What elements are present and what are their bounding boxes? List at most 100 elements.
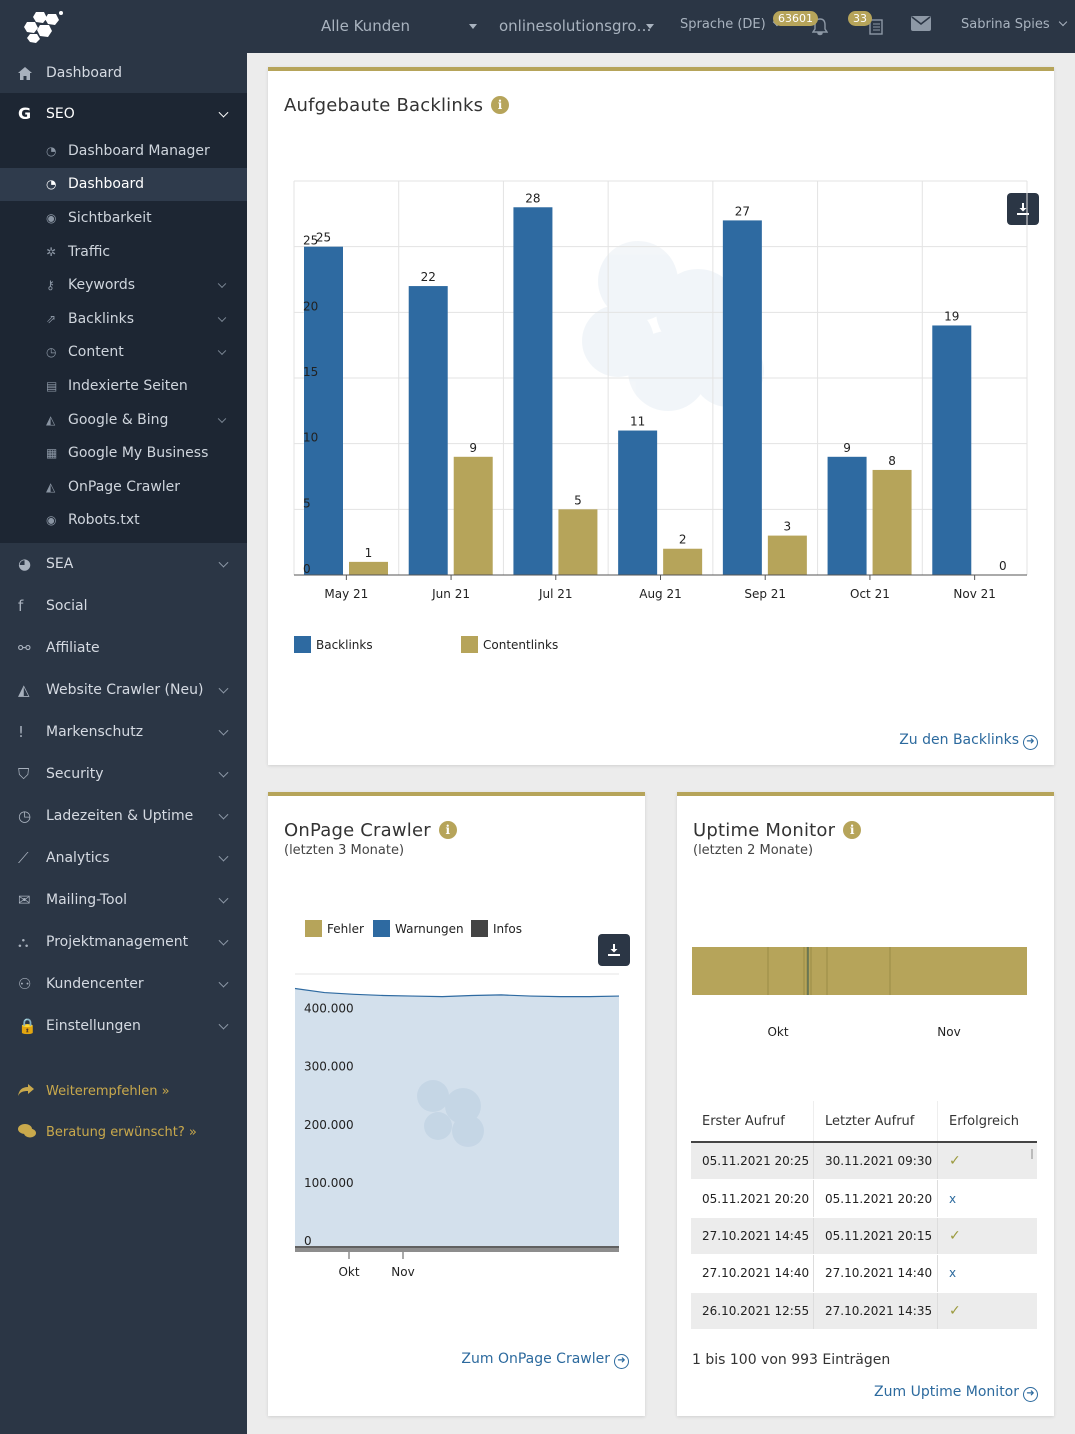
uptime-bar[interactable] xyxy=(692,947,1027,995)
legend-swatch xyxy=(373,920,390,937)
sidebar-item-google-my-business[interactable]: ▦ Google My Business xyxy=(0,436,247,470)
bar-backlinks-5[interactable] xyxy=(827,456,867,575)
sidebar-item-keywords[interactable]: ⚷ Keywords xyxy=(0,268,247,302)
nav-website-crawler-neu-[interactable]: ◭ Website Crawler (Neu) xyxy=(0,669,247,711)
nav-kundencenter[interactable]: ⚇ Kundencenter xyxy=(0,963,247,1005)
col-first-call[interactable]: Erster Aufruf xyxy=(691,1101,814,1141)
nav-analytics[interactable]: ⟋ Analytics xyxy=(0,837,247,879)
sidebar-item-indexierte-seiten[interactable]: ▤ Indexierte Seiten xyxy=(0,369,247,403)
data-label: 28 xyxy=(525,191,540,205)
nav-security[interactable]: ⛉ Security xyxy=(0,753,247,795)
nav-mailing-tool[interactable]: ✉ Mailing-Tool xyxy=(0,879,247,921)
bar-backlinks-0[interactable] xyxy=(304,246,343,575)
nav-ladezeiten-uptime[interactable]: ◷ Ladezeiten & Uptime xyxy=(0,795,247,837)
col-success[interactable]: Erfolgreich xyxy=(949,1113,1020,1129)
sidebar-item-label: Google & Bing xyxy=(68,411,169,428)
legend-label[interactable]: Warnungen xyxy=(395,922,464,936)
table-cell: ✓ xyxy=(949,1302,961,1319)
download-chart-button[interactable] xyxy=(598,934,630,966)
nav-label: Security xyxy=(46,766,104,783)
nav-markenschutz[interactable]: ! Markenschutz xyxy=(0,711,247,753)
onpage-card-title: OnPage Crawler i xyxy=(284,820,457,841)
bar-contentlinks-0[interactable] xyxy=(349,561,388,575)
sidebar-item-google-bing[interactable]: ◭ Google & Bing xyxy=(0,403,247,437)
arrow-circle-right-icon: ➜ xyxy=(1023,1387,1038,1402)
backlinks-link[interactable]: Zu den Backlinks ➜ xyxy=(899,732,1038,750)
user-menu[interactable]: Sabrina Spies xyxy=(961,17,1068,32)
legend-label[interactable]: Infos xyxy=(493,922,522,936)
project-select[interactable]: onlinesolutionsgro… xyxy=(499,17,654,35)
info-icon[interactable]: i xyxy=(438,821,457,839)
caret-down-icon xyxy=(646,24,654,29)
customer-select-value: Alle Kunden xyxy=(321,17,410,35)
area-warnungen[interactable] xyxy=(295,988,619,1247)
download-chart-button[interactable] xyxy=(1007,193,1039,225)
x-tick-label: Okt xyxy=(767,1025,788,1039)
bar-contentlinks-1[interactable] xyxy=(453,456,493,575)
sidebar-item-sichtbarkeit[interactable]: ◉ Sichtbarkeit xyxy=(0,201,247,235)
info-icon[interactable]: i xyxy=(491,96,510,114)
bar-backlinks-6[interactable] xyxy=(932,325,972,575)
sidebar-item-label: Keywords xyxy=(68,277,136,294)
tasks-button[interactable]: 33 xyxy=(848,11,890,40)
sidebar-item-label: Backlinks xyxy=(68,310,135,327)
uptime-link[interactable]: Zum Uptime Monitor ➜ xyxy=(874,1384,1038,1402)
line-chart-icon: ⟋ xyxy=(18,849,29,868)
y-tick-label: 15 xyxy=(303,365,318,379)
chevron-down-icon xyxy=(218,107,229,118)
table-cell: 27.10.2021 14:40 xyxy=(814,1255,938,1292)
legend-label[interactable]: Backlinks xyxy=(316,638,373,652)
col-last-call[interactable]: Letzter Aufruf xyxy=(814,1101,938,1141)
google-icon: G xyxy=(18,104,32,123)
y-tick-label: 0 xyxy=(303,562,311,576)
notifications-button[interactable]: 63601 xyxy=(773,11,833,40)
consulting-link[interactable]: Beratung erwünscht? » xyxy=(0,1112,247,1153)
sidebar-item-content[interactable]: ◷ Content xyxy=(0,336,247,370)
envelope-icon xyxy=(911,16,931,31)
sidebar-item-dashboard-manager[interactable]: ◔ Dashboard Manager xyxy=(0,134,247,168)
nav-affiliate[interactable]: ⚯ Affiliate xyxy=(0,627,247,669)
nav-dashboard[interactable]: Dashboard xyxy=(0,53,247,93)
bar-contentlinks-4[interactable] xyxy=(767,535,807,575)
customer-select[interactable]: Alle Kunden xyxy=(321,17,477,35)
data-label: 2 xyxy=(679,533,687,547)
chevron-down-icon xyxy=(218,809,229,820)
y-tick-label: 0 xyxy=(304,1234,312,1248)
onpage-card: OnPage Crawler i (letzten 3 Monate) Fehle… xyxy=(268,792,645,1416)
sidebar-item-onpage-crawler[interactable]: ◭ OnPage Crawler xyxy=(0,470,247,504)
table-row: 26.10.2021 12:55 27.10.2021 14:35 ✓ xyxy=(691,1292,1037,1330)
watermark-logo xyxy=(417,1080,484,1147)
info-icon[interactable]: i xyxy=(843,821,862,839)
nav-seo[interactable]: G SEO xyxy=(0,93,247,134)
legend-label[interactable]: Contentlinks xyxy=(483,638,558,652)
recommend-link[interactable]: Weiterempfehlen » xyxy=(0,1071,247,1112)
language-select[interactable]: Sprache (DE) xyxy=(680,17,782,32)
bar-contentlinks-2[interactable] xyxy=(558,509,598,575)
nav-projektmanagement[interactable]: ⛬ Projektmanagement xyxy=(0,921,247,963)
bar-backlinks-1[interactable] xyxy=(408,286,448,575)
bar-backlinks-3[interactable] xyxy=(618,430,658,575)
sidebar-item-robots-txt[interactable]: ◉ Robots.txt xyxy=(0,504,247,538)
messages-button[interactable] xyxy=(911,16,931,35)
nav-dashboard-label: Dashboard xyxy=(46,65,122,81)
bar-backlinks-4[interactable] xyxy=(722,220,762,575)
nav-social[interactable]: f Social xyxy=(0,585,247,627)
nav-einstellungen[interactable]: 🔒 Einstellungen xyxy=(0,1005,247,1047)
backlinks-link-text: Zu den Backlinks xyxy=(899,732,1019,748)
bar-contentlinks-5[interactable] xyxy=(872,469,912,575)
uptime-table-header: Erster Aufruf Letzter Aufruf Erfolgreich xyxy=(691,1101,1037,1143)
sidebar-item-backlinks[interactable]: ⇗ Backlinks xyxy=(0,302,247,336)
onpage-link[interactable]: Zum OnPage Crawler ➜ xyxy=(461,1351,629,1369)
bar-backlinks-2[interactable] xyxy=(513,207,553,575)
uptime-table: Erster Aufruf Letzter Aufruf Erfolgreich… xyxy=(691,1101,1037,1330)
app-logo[interactable] xyxy=(0,0,247,53)
legend-label[interactable]: Fehler xyxy=(327,922,364,936)
data-label: 3 xyxy=(784,520,792,534)
table-scrollbar[interactable] xyxy=(1031,1149,1033,1159)
sidebar-item-dashboard[interactable]: ◔ Dashboard xyxy=(0,167,247,202)
onpage-card-subtitle: (letzten 3 Monate) xyxy=(284,843,405,858)
sidebar-item-traffic[interactable]: ✲ Traffic xyxy=(0,235,247,269)
nav-sea[interactable]: ◕ SEA xyxy=(0,543,247,585)
line-warnungen xyxy=(294,987,620,998)
bar-contentlinks-3[interactable] xyxy=(663,548,703,575)
